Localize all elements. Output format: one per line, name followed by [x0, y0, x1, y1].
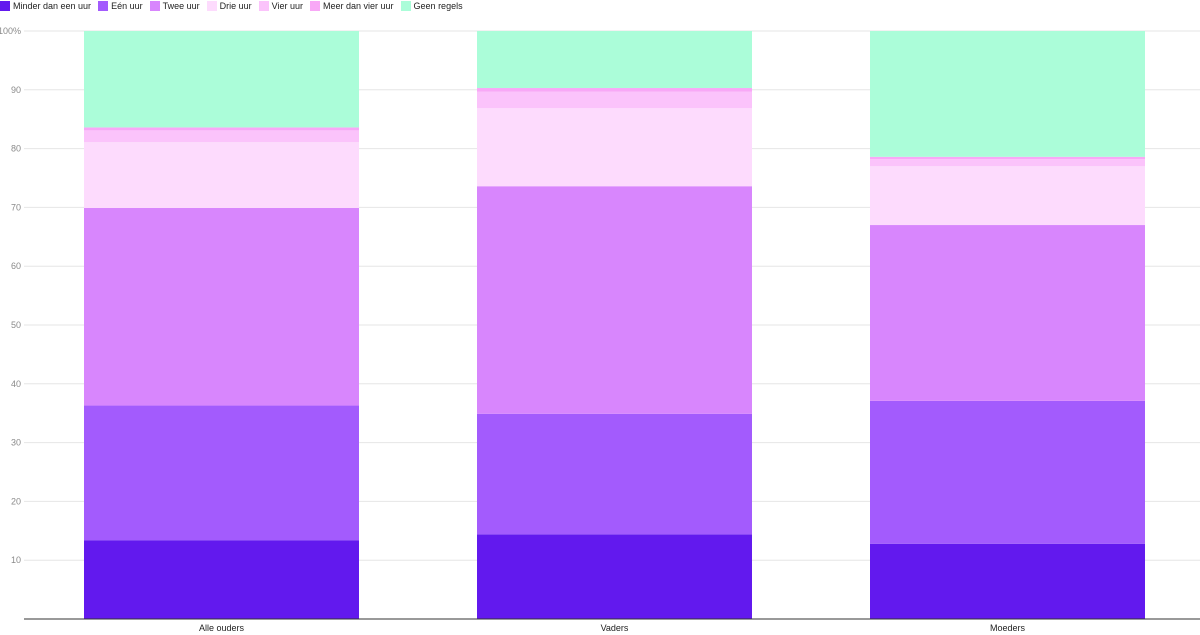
- y-tick-label: 70: [11, 202, 21, 212]
- bar-segment-vier-uur: [477, 91, 752, 109]
- legend-swatch: [258, 1, 269, 11]
- bar-segment-e-n-uur: [870, 400, 1145, 544]
- bar-segment-minder-dan-een-uur: [84, 540, 359, 619]
- legend-label: Vier uur: [271, 1, 303, 11]
- bar-segment-e-n-uur: [84, 405, 359, 541]
- bar-segment-geen-regels: [477, 31, 752, 89]
- bar-segment-meer-dan-vier-uur: [84, 127, 359, 131]
- legend-swatch: [98, 1, 109, 11]
- y-tick-label: 80: [11, 144, 21, 154]
- legend-item: Vier uur: [258, 1, 303, 11]
- y-tick-label: 10: [11, 555, 21, 565]
- y-tick-label: 90: [11, 85, 21, 95]
- legend-label: Minder dan een uur: [13, 1, 92, 11]
- bar-segment-geen-regels: [84, 31, 359, 128]
- y-tick-label: 40: [11, 379, 21, 389]
- x-category-label: Vaders: [601, 623, 629, 633]
- bar-segment-twee-uur: [870, 225, 1145, 401]
- bar-segment-minder-dan-een-uur: [870, 543, 1145, 619]
- bar-segment-minder-dan-een-uur: [477, 534, 752, 619]
- legend-item: Eén uur: [98, 1, 143, 11]
- legend-label: Twee uur: [162, 1, 200, 11]
- x-category-label: Alle ouders: [199, 623, 245, 633]
- bar-segment-drie-uur: [870, 166, 1145, 226]
- y-tick-label: 30: [11, 438, 21, 448]
- x-category-label: Moeders: [990, 623, 1026, 633]
- legend-item: Drie uur: [206, 1, 252, 11]
- bar-segment-vier-uur: [84, 130, 359, 143]
- y-tick-label: 60: [11, 261, 21, 271]
- y-tick-label: 50: [11, 320, 21, 330]
- bar-segment-e-n-uur: [477, 413, 752, 535]
- chart-legend: Minder dan een uur Eén uur Twee uur Drie uu…: [0, 0, 470, 12]
- legend-label: Eén uur: [111, 1, 143, 11]
- bar-segment-twee-uur: [477, 186, 752, 414]
- legend-swatch: [149, 1, 160, 11]
- legend-item: Meer dan vier uur: [310, 1, 394, 11]
- y-tick-label: 100%: [0, 26, 21, 36]
- bar-segment-geen-regels: [870, 31, 1145, 157]
- legend-label: Drie uur: [219, 1, 252, 11]
- legend-label: Geen regels: [413, 1, 463, 11]
- bar-segment-meer-dan-vier-uur: [477, 88, 752, 92]
- legend-label: Meer dan vier uur: [323, 1, 394, 11]
- bar-segment-drie-uur: [477, 108, 752, 187]
- legend-item: Geen regels: [400, 1, 463, 11]
- legend-item: Twee uur: [149, 1, 200, 11]
- legend-swatch: [310, 1, 320, 11]
- legend-item: Minder dan een uur: [0, 1, 91, 11]
- legend-swatch: [206, 1, 217, 11]
- bar-segment-vier-uur: [870, 159, 1145, 167]
- y-tick-label: 20: [11, 496, 21, 506]
- legend-swatch: [0, 1, 10, 11]
- bar-segment-twee-uur: [84, 207, 359, 406]
- legend-swatch: [400, 1, 411, 11]
- bar-segment-meer-dan-vier-uur: [870, 156, 1145, 160]
- bar-segment-drie-uur: [84, 142, 359, 208]
